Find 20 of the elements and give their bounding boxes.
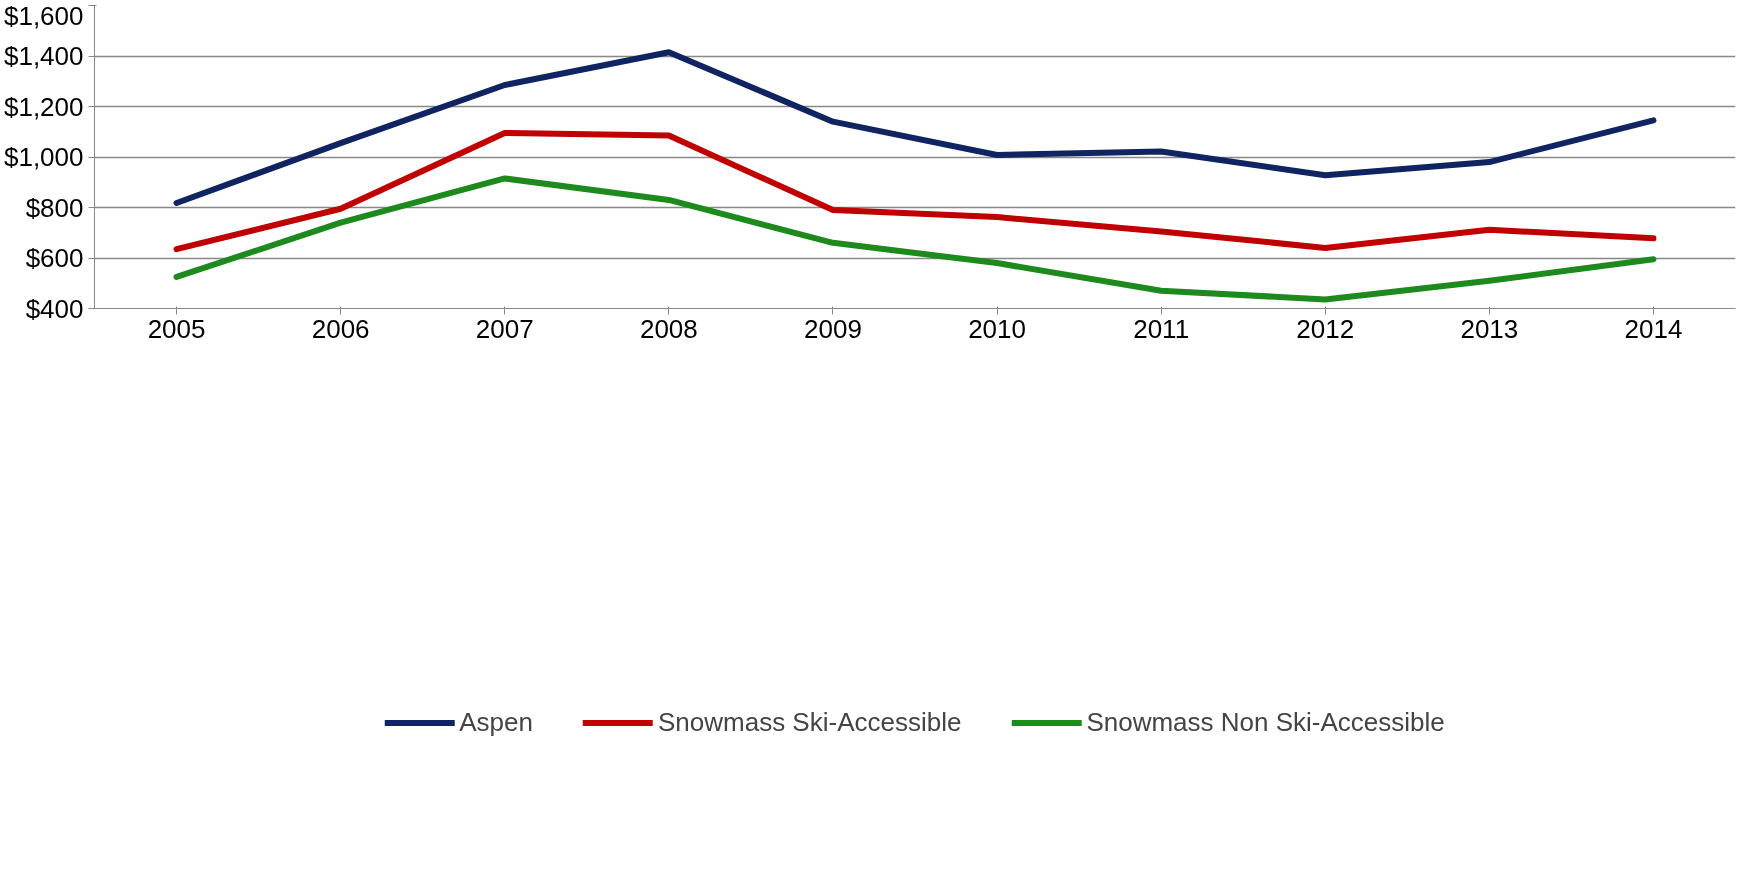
y-tick-label: $1,200 (3, 91, 84, 122)
y-tick-label: $400 (25, 293, 84, 324)
x-tick-label: 2013 (1460, 313, 1519, 344)
legend-label: Snowmass Ski-Accessible (657, 706, 962, 738)
x-tick-label: 2008 (639, 313, 698, 344)
y-tick-label: $1,400 (3, 41, 84, 71)
x-tick-label: 2014 (1624, 313, 1683, 344)
y-tick-label: $1,000 (3, 142, 84, 172)
legend-label: Snowmass Non Ski-Accessible (1086, 706, 1445, 738)
y-tick-label: $1,600 (3, 0, 84, 31)
y-tick-label: $800 (25, 192, 84, 223)
y-tick-label: $600 (25, 243, 84, 273)
x-tick-label: 2009 (804, 313, 862, 344)
x-tick-label: 2012 (1296, 313, 1355, 344)
x-tick-label: 2006 (311, 313, 370, 344)
x-tick-label: 2005 (147, 313, 206, 344)
legend-label: Aspen (459, 706, 533, 738)
x-tick-label: 2010 (968, 313, 1026, 344)
x-tick-label: 2011 (1133, 313, 1190, 344)
x-tick-label: 2007 (475, 313, 534, 344)
